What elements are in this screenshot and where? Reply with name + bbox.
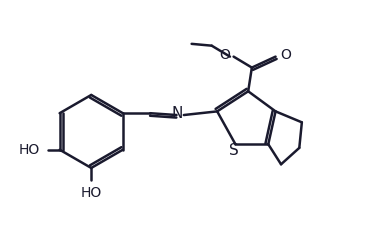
Text: S: S — [229, 143, 238, 158]
Text: HO: HO — [18, 143, 39, 157]
Text: O: O — [219, 48, 230, 62]
Text: O: O — [280, 48, 291, 62]
Text: N: N — [172, 107, 183, 121]
Text: HO: HO — [81, 186, 102, 200]
